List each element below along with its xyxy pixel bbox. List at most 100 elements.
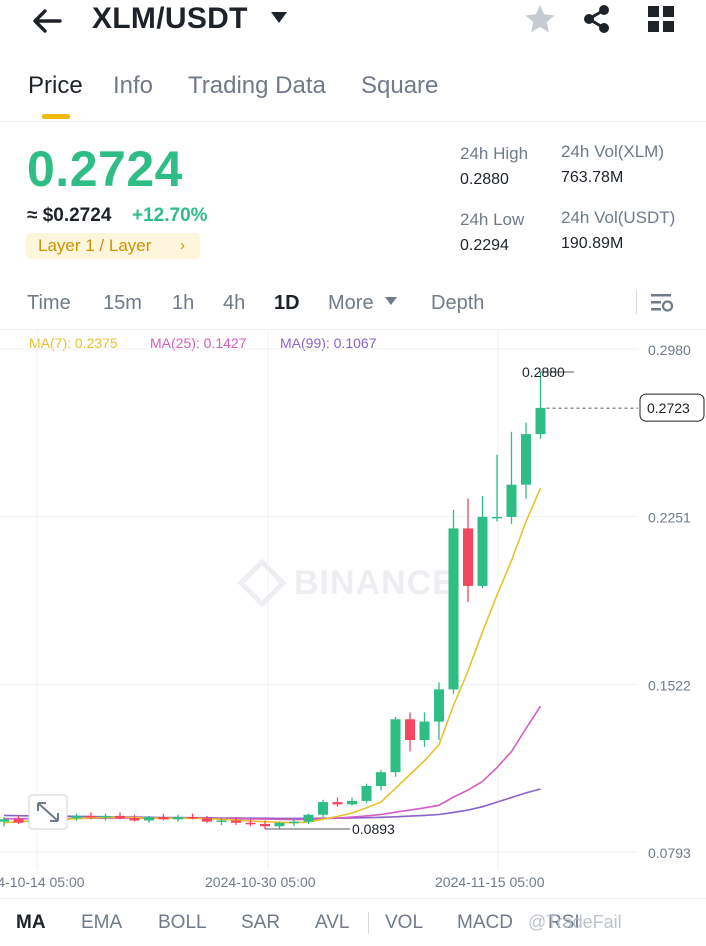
active-tab-indicator (42, 114, 70, 119)
candle-body (289, 821, 299, 824)
candle-body (202, 818, 212, 822)
low-marker-label: 0.0893 (352, 821, 395, 837)
price-change: +12.70% (132, 205, 208, 226)
chart-settings-icon[interactable] (650, 292, 674, 314)
tf-more[interactable]: More (328, 292, 374, 314)
pair-title[interactable]: XLM/USDT (92, 2, 248, 35)
candle-body (129, 818, 140, 821)
candle-body (173, 817, 183, 820)
current-price-label: 0.2723 (647, 400, 690, 416)
high-marker-label: 0.2880 (522, 364, 565, 380)
candle-body (86, 815, 96, 818)
top-bar: XLM/USDT (0, 0, 706, 44)
tab-trading-data[interactable]: Trading Data (188, 72, 326, 99)
candle-body (318, 802, 328, 815)
grid-icon[interactable] (648, 6, 674, 32)
candle-body (405, 719, 415, 740)
divider (0, 329, 706, 330)
candle-body (448, 528, 459, 690)
indicator-macd[interactable]: MACD (457, 912, 513, 933)
candle-body (274, 822, 285, 827)
candle-body (506, 484, 517, 517)
ma7-legend: MA(7): 0.2375 (29, 335, 118, 351)
high-value: 0.2880 (460, 171, 509, 188)
footer-watermark: @TradeFail (528, 912, 622, 932)
candle-body (419, 721, 430, 740)
price-axis-label: 0.0793 (648, 845, 691, 861)
vol-quote-value: 190.89M (561, 235, 624, 252)
candle-body (477, 516, 488, 586)
indicator-sar[interactable]: SAR (241, 912, 281, 933)
indicator-bar (0, 898, 706, 946)
last-price: 0.2724 (27, 141, 183, 197)
divider (636, 290, 637, 314)
indicator-ema[interactable]: EMA (81, 912, 123, 933)
candle-body (535, 407, 546, 435)
candle-body (361, 785, 372, 801)
candle-body (0, 819, 9, 822)
candle-body (144, 817, 154, 821)
candlestick-chart[interactable]: BINANCE 0.2980 0.2251 0.1522 0.0793 2024-10-… (0, 330, 706, 896)
chevron-right-icon: › (180, 237, 185, 254)
tf-1d[interactable]: 1D (274, 292, 300, 314)
indicator-vol[interactable]: VOL (385, 912, 424, 933)
candle-body (376, 772, 386, 786)
current-price-box (639, 393, 705, 422)
date-axis-label: 2024-10-30 05:00 (205, 874, 316, 890)
candle-body (303, 814, 314, 822)
candle-body (463, 528, 473, 586)
candle-body (347, 800, 357, 805)
tf-time[interactable]: Time (27, 292, 71, 314)
tf-4h[interactable]: 4h (223, 292, 246, 314)
tab-info[interactable]: Info (113, 72, 154, 99)
tab-bar: Price Info Trading Data Square (0, 66, 706, 122)
date-axis-label: 2024-11-15 05:00 (435, 874, 545, 890)
candle-body (231, 820, 241, 823)
indicator-boll[interactable]: BOLL (158, 912, 207, 933)
candle-body (158, 817, 169, 820)
expand-arrows (37, 802, 59, 822)
vol-base-label: 24h Vol(XLM) (561, 142, 664, 161)
candle-body (13, 819, 24, 823)
date-axis-label: 2024-10-14 05:00 (0, 874, 85, 890)
tab-price[interactable]: Price (28, 72, 83, 99)
chevron-down-icon[interactable] (271, 12, 287, 23)
star-icon[interactable] (524, 4, 556, 34)
category-tag[interactable]: Layer 1 / Layer › (26, 233, 200, 259)
candle-body (492, 516, 502, 519)
candle-body (115, 815, 125, 819)
indicator-rsi[interactable]: RSI (548, 912, 580, 933)
fiat-price: ≈ $0.2724 (27, 205, 112, 226)
share-icon[interactable] (582, 4, 612, 34)
caret-down-icon (385, 297, 397, 305)
vol-base-value: 763.78M (561, 169, 624, 186)
price-axis-label: 0.1522 (648, 677, 691, 693)
indicator-avl[interactable]: AVL (315, 912, 350, 933)
candle-body (390, 719, 401, 773)
candle-body (521, 434, 531, 485)
candle-body (332, 802, 343, 805)
binance-logo-icon (237, 558, 287, 608)
fullscreen-icon[interactable] (28, 794, 68, 830)
candle-body (216, 820, 227, 822)
ma7-line (3, 487, 542, 824)
candle-body (260, 823, 270, 827)
tf-15m[interactable]: 15m (103, 292, 142, 314)
candle-body (187, 817, 198, 819)
candle-body (245, 822, 256, 825)
ma25-legend: MA(25): 0.1427 (150, 335, 247, 351)
indicator-ma[interactable]: MA (16, 912, 46, 933)
low-label: 24h Low (460, 210, 525, 229)
tf-depth[interactable]: Depth (431, 292, 485, 314)
candle-body (71, 815, 82, 819)
candle-body (100, 815, 111, 818)
divider (368, 912, 369, 934)
ma25-line (4, 705, 542, 821)
binance-watermark: BINANCE (294, 564, 456, 602)
price-axis-label: 0.2980 (648, 342, 691, 358)
tf-1h[interactable]: 1h (172, 292, 195, 314)
category-tag-label: Layer 1 / Layer (38, 236, 152, 255)
low-value: 0.2294 (460, 237, 509, 254)
tab-square[interactable]: Square (361, 72, 439, 99)
arrow-left-icon[interactable] (30, 4, 64, 38)
